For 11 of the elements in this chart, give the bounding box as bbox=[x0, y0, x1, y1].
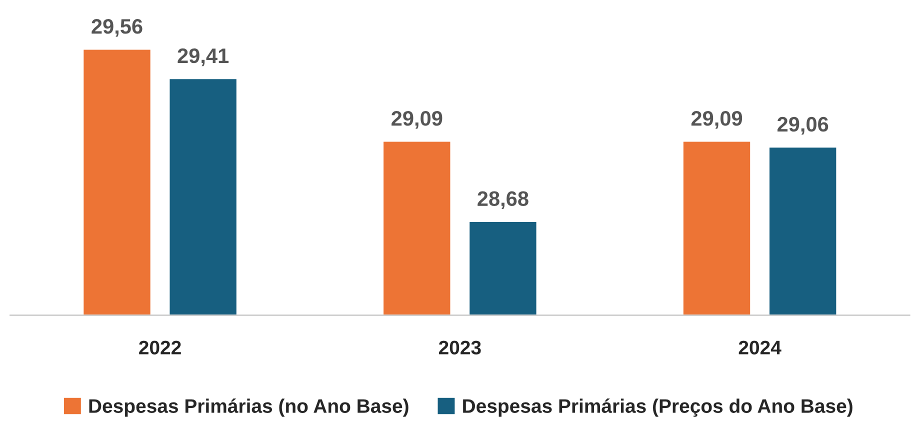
legend-label: Despesas Primárias (no Ano Base) bbox=[89, 398, 408, 417]
data-label: 29,56 bbox=[92, 19, 142, 37]
data-label: 29,09 bbox=[691, 111, 742, 129]
legend-label: Despesas Primárias (Preços do Ano Base) bbox=[463, 398, 852, 417]
data-label: 28,68 bbox=[478, 191, 528, 210]
data-label: 29,06 bbox=[777, 116, 828, 135]
x-tick-label: 2022 bbox=[139, 340, 181, 354]
x-tick-label: 2024 bbox=[738, 340, 782, 354]
x-tick-label: 2023 bbox=[438, 340, 481, 354]
data-label: 29,09 bbox=[392, 111, 442, 129]
data-label: 29,41 bbox=[178, 48, 229, 66]
